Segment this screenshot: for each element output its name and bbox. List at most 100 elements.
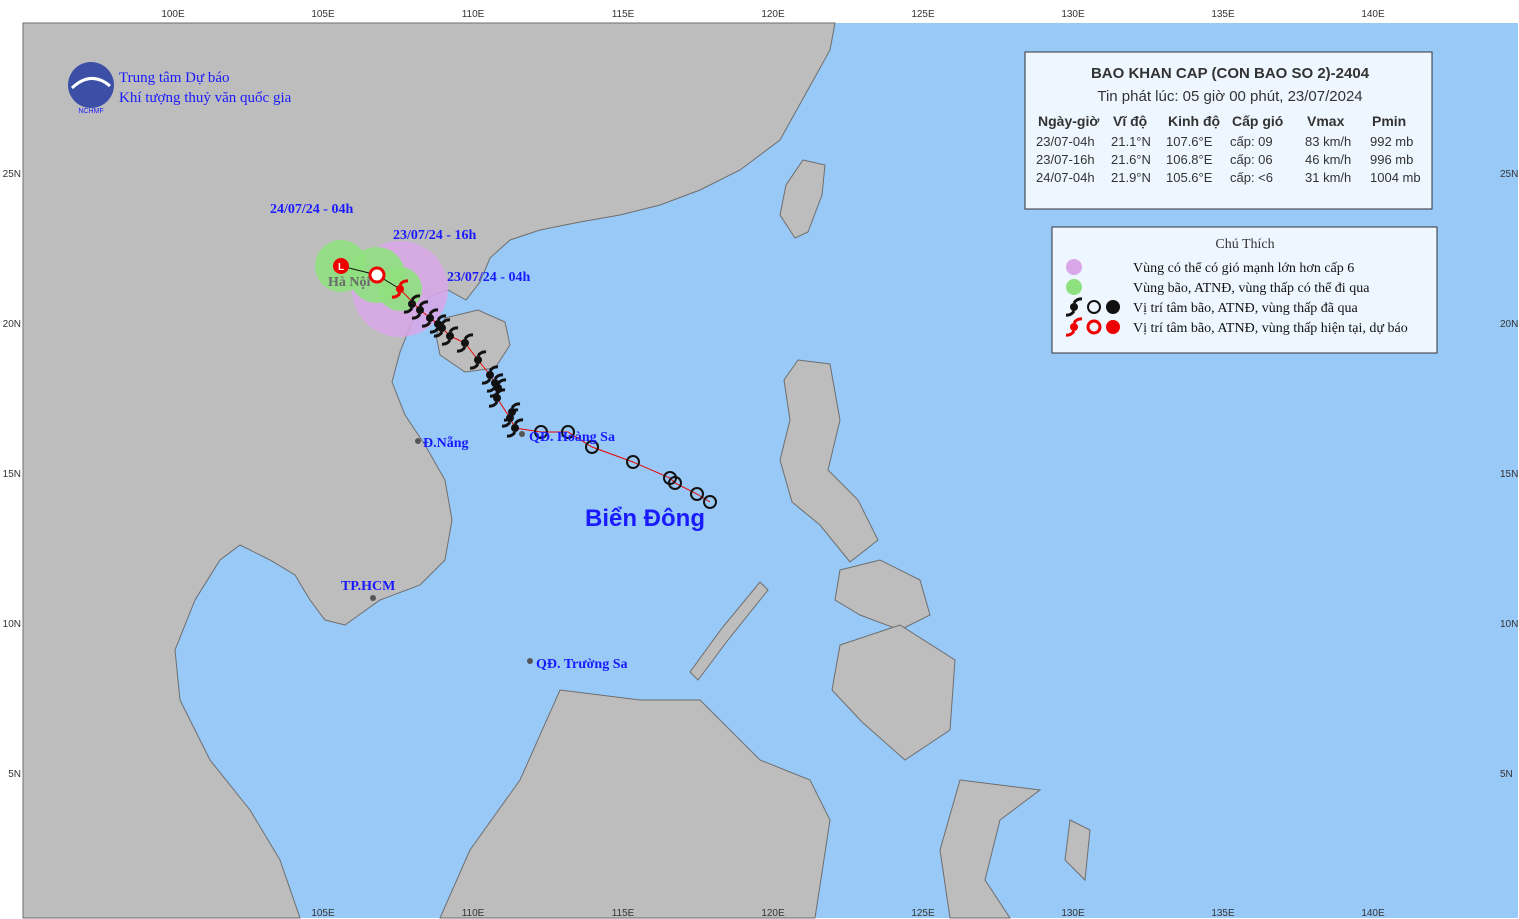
past-position	[703, 495, 717, 509]
place-label: Hà Nội	[328, 275, 371, 290]
table-cell: 23/07-16h	[1036, 152, 1095, 167]
lat-label: 10N	[3, 619, 21, 630]
axis-labels: 100E 105E 110E 115E 120E 125E 130E 135E 140E 105E…	[3, 9, 1519, 919]
luzon	[779, 359, 879, 563]
table-header: Kinh độ	[1168, 113, 1220, 129]
track-label: 24/07/24 - 04h	[270, 202, 353, 217]
org-name: Khí tượng thuỷ văn quốc gia	[119, 90, 292, 106]
legend-swatch	[1086, 319, 1102, 335]
logo: NCHMF Trung tâm Dự báo Khí tượng thuỷ vă…	[68, 62, 292, 115]
table-cell: 992 mb	[1370, 134, 1413, 149]
forecast-points: L	[333, 258, 410, 299]
lon-label: 110E	[462, 908, 485, 919]
lat-label: 5N	[1500, 769, 1513, 780]
table-header: Vmax	[1307, 113, 1345, 129]
table-header: Cấp gió	[1232, 113, 1283, 129]
visayas	[834, 559, 931, 631]
track-points	[402, 294, 717, 509]
land	[22, 22, 1091, 919]
taiwan	[779, 159, 826, 239]
lon-label: 130E	[1061, 908, 1085, 919]
lon-label: 115E	[612, 9, 635, 20]
borneo	[439, 689, 831, 919]
place-label: QĐ. Hoàng Sa	[529, 430, 615, 445]
lon-label: 125E	[911, 908, 935, 919]
table-cell: 106.8°E	[1166, 152, 1213, 167]
lon-label: 140E	[1361, 9, 1385, 20]
place-label: TP.HCM	[341, 579, 395, 594]
mindanao	[831, 624, 956, 761]
table-cell: cấp: 06	[1230, 152, 1273, 167]
table-cell: 1004 mb	[1370, 170, 1421, 185]
city-dot	[415, 438, 421, 444]
bulletin-title: BAO KHAN CAP (CON BAO SO 2)-2404	[1091, 65, 1370, 82]
lat-label: 15N	[3, 469, 21, 480]
lon-label: 105E	[311, 9, 335, 20]
legend-swatch	[1066, 279, 1082, 295]
legend-swatch	[1066, 259, 1082, 275]
past-position	[534, 425, 548, 439]
bulletin-table: Ngày-giờ Vĩ độ Kinh độ Cấp gió Vmax Pmin 23/07…	[1036, 113, 1421, 185]
lat-label: 10N	[1500, 619, 1518, 630]
table-cell: 21.1°N	[1111, 134, 1151, 149]
lat-label: 25N	[3, 169, 21, 180]
legend-item: Vị trí tâm bão, ATNĐ, vùng thấp đã qua	[1133, 301, 1359, 316]
logo-wave	[70, 77, 111, 90]
city-dot	[527, 658, 533, 664]
lon-label: 120E	[761, 9, 785, 20]
bulletin-frame	[1024, 51, 1433, 210]
lat-label: 5N	[8, 769, 21, 780]
city-dot	[370, 595, 376, 601]
past-position	[561, 425, 575, 439]
past-position	[585, 440, 599, 454]
halmahera	[1064, 819, 1091, 882]
legend-item: Vị trí tâm bão, ATNĐ, vùng thấp hiện tại…	[1133, 321, 1408, 336]
past-position	[663, 471, 677, 485]
forecast-position	[368, 266, 386, 284]
table-cell: cấp: 09	[1230, 134, 1273, 149]
table-cell: 996 mb	[1370, 152, 1413, 167]
table-cell: 21.6°N	[1111, 152, 1151, 167]
place-label: Đ.Nẵng	[423, 435, 469, 451]
lon-label: 100E	[161, 9, 185, 20]
lon-label: 105E	[311, 908, 335, 919]
lat-label: 25N	[1500, 169, 1518, 180]
table-header: Ngày-giờ	[1038, 113, 1099, 129]
lat-label: 20N	[3, 319, 21, 330]
bulletin-box: BAO KHAN CAP (CON BAO SO 2)-2404 Tin phá…	[1024, 51, 1433, 210]
org-name: Trung tâm Dự báo	[119, 70, 230, 86]
lon-label: 110E	[462, 9, 485, 20]
table-cell: 24/07-04h	[1036, 170, 1095, 185]
track-label: 23/07/24 - 04h	[447, 270, 530, 285]
legend-item: Vùng bão, ATNĐ, vùng thấp có thể đi qua	[1133, 281, 1370, 296]
lon-label: 115E	[612, 908, 635, 919]
forecast-low	[333, 258, 349, 274]
lat-label: 20N	[1500, 319, 1518, 330]
legend: Chú Thích Vùng có thể có gió mạnh lớn hơ…	[1051, 226, 1438, 354]
table-cell: 105.6°E	[1166, 170, 1213, 185]
table-cell: 107.6°E	[1166, 134, 1213, 149]
table-cell: cấp: <6	[1230, 170, 1273, 185]
lon-label: 140E	[1361, 908, 1385, 919]
table-cell: 83 km/h	[1305, 134, 1351, 149]
legend-title: Chú Thích	[1215, 237, 1274, 252]
past-position	[690, 487, 704, 501]
table-cell: 31 km/h	[1305, 170, 1351, 185]
sea-label: Biển Đông	[585, 505, 705, 532]
legend-swatch	[1087, 300, 1101, 314]
low-letter: L	[338, 262, 344, 273]
table-cell: 46 km/h	[1305, 152, 1351, 167]
city-dot	[519, 431, 525, 437]
legend-swatch	[1106, 320, 1120, 334]
lon-label: 130E	[1061, 9, 1085, 20]
lon-label: 125E	[911, 9, 935, 20]
track-label: 23/07/24 - 16h	[393, 228, 476, 243]
places: Hà Nội Đ.Nẵng QĐ. Hoàng Sa TP.HCM QĐ. Tr…	[270, 202, 705, 672]
sulawesi	[939, 779, 1042, 919]
lon-label: 135E	[1211, 908, 1235, 919]
table-cell: 23/07-04h	[1036, 134, 1095, 149]
logo-text: NCHMF	[78, 108, 103, 115]
palawan	[689, 581, 769, 681]
table-cell: 21.9°N	[1111, 170, 1151, 185]
